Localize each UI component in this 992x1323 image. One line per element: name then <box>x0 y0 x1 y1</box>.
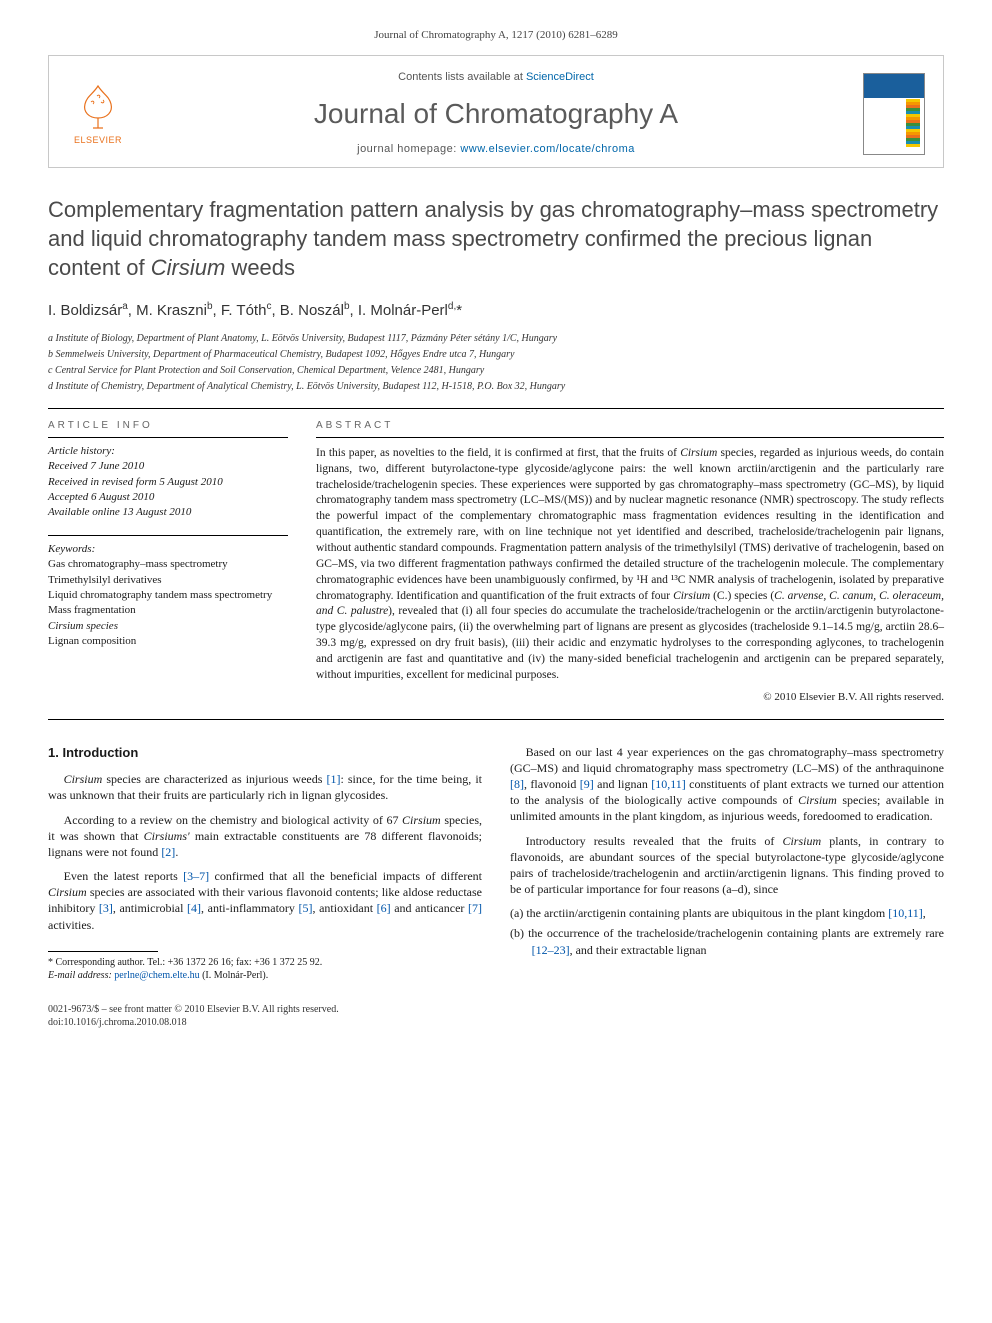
affiliation: c Central Service for Plant Protection a… <box>48 363 944 378</box>
title-italic: Cirsium <box>151 255 226 280</box>
reference-link[interactable]: [1] <box>326 772 340 786</box>
authors: I. Boldizsára, M. Krasznib, F. Tóthc, B.… <box>48 300 944 321</box>
reference-link[interactable]: [4] <box>187 901 201 915</box>
reference-link[interactable]: [3–7] <box>183 869 209 883</box>
keywords-block: Keywords: Gas chromatography–mass spectr… <box>48 542 288 650</box>
email-link[interactable]: perlne@chem.elte.hu <box>114 970 199 981</box>
paragraph: Based on our last 4 year experiences on … <box>510 744 944 825</box>
reference-link[interactable]: [9] <box>580 777 594 791</box>
section-heading: 1. Introduction <box>48 744 482 762</box>
history-line: Accepted 6 August 2010 <box>48 490 288 505</box>
reference-link[interactable]: [3] <box>99 901 113 915</box>
reference-link[interactable]: [8] <box>510 777 524 791</box>
keyword: Lignan composition <box>48 634 288 649</box>
title-part-3: weeds <box>225 255 295 280</box>
divider <box>48 535 288 536</box>
reference-link[interactable]: [6] <box>377 901 391 915</box>
citation-line: Journal of Chromatography A, 1217 (2010)… <box>48 28 944 43</box>
reference-link[interactable]: [10,11] <box>888 906 923 920</box>
abstract-text: In this paper, as novelties to the field… <box>316 446 944 684</box>
history-line: Received in revised form 5 August 2010 <box>48 475 288 490</box>
body-columns: 1. Introduction Cirsium species are char… <box>48 744 944 983</box>
footer-left: 0021-9673/$ – see front matter © 2010 El… <box>48 1003 339 1030</box>
contents-prefix: Contents lists available at <box>398 71 526 83</box>
divider <box>316 437 944 438</box>
body-right-column: Based on our last 4 year experiences on … <box>510 744 944 983</box>
corr-label: * Corresponding author. Tel.: +36 1372 2… <box>48 956 482 970</box>
history-label: Article history: <box>48 444 288 459</box>
elsevier-logo: ELSEVIER <box>67 79 129 149</box>
list-item: (b) the occurrence of the tracheloside/t… <box>510 925 944 957</box>
journal-cover-thumbnail <box>863 73 925 155</box>
sciencedirect-link[interactable]: ScienceDirect <box>526 71 594 83</box>
abstract-head: ABSTRACT <box>316 419 944 433</box>
page-footer: 0021-9673/$ – see front matter © 2010 El… <box>48 1003 944 1030</box>
paragraph: According to a review on the chemistry a… <box>48 812 482 861</box>
keyword: Gas chromatography–mass spectrometry <box>48 557 288 572</box>
paragraph: Introductory results revealed that the f… <box>510 833 944 898</box>
reference-link[interactable]: [10,11] <box>651 777 686 791</box>
elsevier-tree-icon <box>73 82 123 132</box>
abstract-column: ABSTRACT In this paper, as novelties to … <box>316 419 944 704</box>
article-info-column: ARTICLE INFO Article history: Received 7… <box>48 419 288 704</box>
reference-link[interactable]: [12–23] <box>532 943 570 957</box>
info-abstract-row: ARTICLE INFO Article history: Received 7… <box>48 419 944 704</box>
keyword: Trimethylsilyl derivatives <box>48 573 288 588</box>
journal-name: Journal of Chromatography A <box>129 95 863 133</box>
affiliation: a Institute of Biology, Department of Pl… <box>48 331 944 346</box>
email-who: (I. Molnár-Perl). <box>202 970 268 981</box>
body-left-column: 1. Introduction Cirsium species are char… <box>48 744 482 983</box>
affiliations: a Institute of Biology, Department of Pl… <box>48 331 944 394</box>
article-history: Article history: Received 7 June 2010 Re… <box>48 444 288 521</box>
history-line: Available online 13 August 2010 <box>48 505 288 520</box>
divider <box>48 408 944 409</box>
reference-link[interactable]: [2] <box>161 845 175 859</box>
keyword: Liquid chromatography tandem mass spectr… <box>48 588 288 603</box>
list-item: (a) the arctiin/arctigenin containing pl… <box>510 905 944 921</box>
homepage-line: journal homepage: www.elsevier.com/locat… <box>129 142 863 157</box>
reference-link[interactable]: [7] <box>468 901 482 915</box>
header-center: Contents lists available at ScienceDirec… <box>129 70 863 157</box>
affiliation: b Semmelweis University, Department of P… <box>48 347 944 362</box>
contents-line: Contents lists available at ScienceDirec… <box>129 70 863 85</box>
reference-link[interactable]: [5] <box>299 901 313 915</box>
paragraph: Even the latest reports [3–7] confirmed … <box>48 868 482 933</box>
keyword: Mass fragmentation <box>48 603 288 618</box>
divider <box>48 437 288 438</box>
copyright: © 2010 Elsevier B.V. All rights reserved… <box>316 690 944 705</box>
keyword: Cirsium species <box>48 619 288 634</box>
homepage-link[interactable]: www.elsevier.com/locate/chroma <box>460 143 635 155</box>
divider <box>48 719 944 720</box>
homepage-prefix: journal homepage: <box>357 143 460 155</box>
keywords-label: Keywords: <box>48 542 288 557</box>
history-line: Received 7 June 2010 <box>48 459 288 474</box>
elsevier-label: ELSEVIER <box>74 134 122 146</box>
article-title: Complementary fragmentation pattern anal… <box>48 196 944 282</box>
article-info-head: ARTICLE INFO <box>48 419 288 433</box>
affiliation: d Institute of Chemistry, Department of … <box>48 379 944 394</box>
journal-header: ELSEVIER Contents lists available at Sci… <box>48 55 944 168</box>
corresponding-author-footnote: * Corresponding author. Tel.: +36 1372 2… <box>48 956 482 983</box>
lettered-list: (a) the arctiin/arctigenin containing pl… <box>510 905 944 958</box>
paragraph: Cirsium species are characterized as inj… <box>48 771 482 803</box>
email-label: E-mail address: <box>48 970 112 981</box>
footnote-rule <box>48 951 158 952</box>
